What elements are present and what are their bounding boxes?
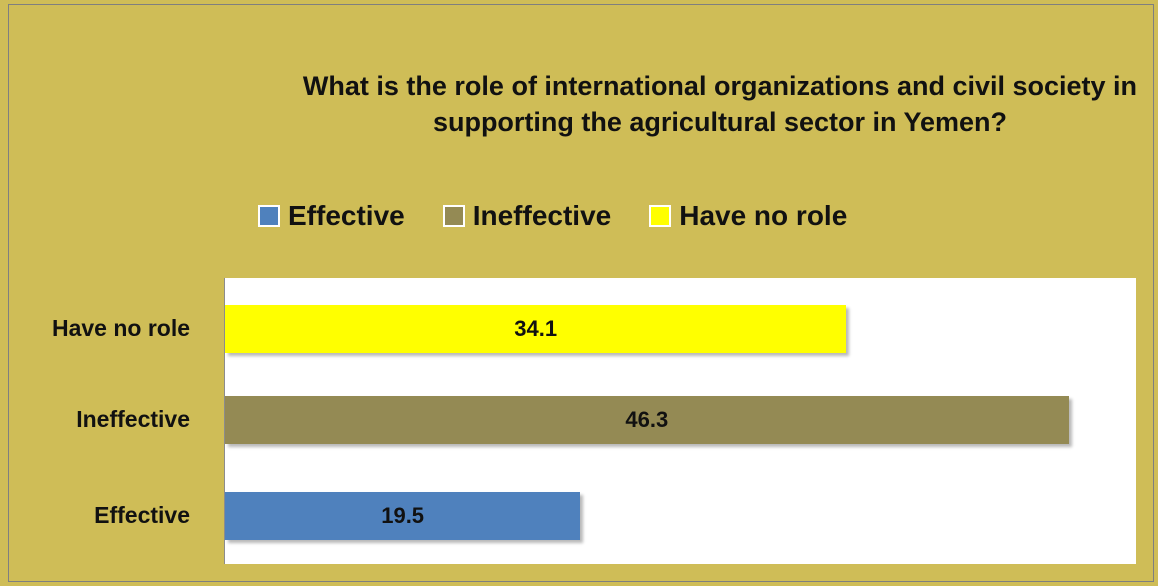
y-tick-label-have-no-role: Have no role [51, 315, 190, 341]
bar-have-no-role [225, 305, 847, 353]
category-axis-line [224, 278, 225, 564]
legend-swatch-have-no-role [649, 205, 672, 227]
bar-effective [225, 492, 581, 540]
y-tick-label-effective: Effective [94, 502, 190, 528]
legend-item-effective: Effective [258, 200, 405, 232]
legend-swatch-effective [258, 205, 280, 227]
data-label-effective: 19.5 [381, 503, 425, 528]
chart-title: What is the role of international organi… [302, 71, 1138, 137]
legend-item-have-no-role: Have no role [649, 200, 847, 232]
legend-label-ineffective: Ineffective [472, 200, 612, 231]
legend-swatch-ineffective [442, 205, 465, 227]
legend-item-ineffective: Ineffective [442, 200, 612, 232]
bar-ineffective [225, 396, 1069, 444]
legend-label-effective: Effective [288, 200, 405, 231]
legend-label-have-no-role: Have no role [679, 200, 848, 231]
chart-legend: Effective Ineffective Have no role [258, 198, 885, 234]
data-label-ineffective: 46.3 [625, 407, 669, 432]
y-tick-label-ineffective: Ineffective [76, 406, 190, 432]
data-label-have-no-role: 34.1 [514, 316, 558, 341]
